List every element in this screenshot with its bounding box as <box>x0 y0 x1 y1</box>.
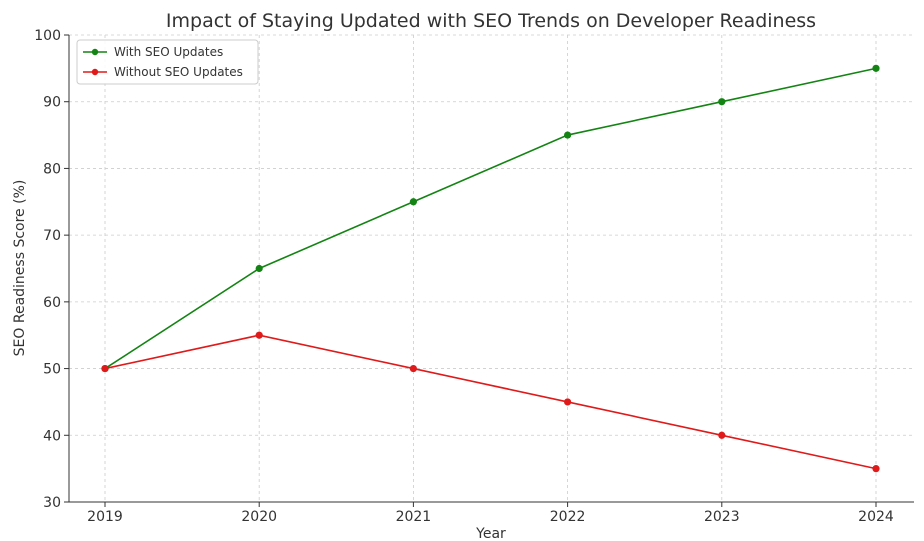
x-tick-label-2023: 2023 <box>704 509 740 525</box>
data-point-with-seo-updates-2020 <box>255 264 263 273</box>
data-point-with-seo-updates-2021 <box>409 198 417 206</box>
x-axis-ticks: 2019 2020 2021 2022 2023 2024 <box>87 502 894 525</box>
x-tick-label-2020: 2020 <box>241 509 277 525</box>
y-tick-label-40: 40 <box>43 428 61 444</box>
y-tick-label-70: 70 <box>43 228 61 244</box>
x-tick-label-2019: 2019 <box>87 509 123 525</box>
grid <box>69 34 914 503</box>
data-point-with-seo-updates-2024 <box>872 64 880 72</box>
y-tick-label-30: 30 <box>43 495 61 511</box>
legend-label-with-seo-updates: With SEO Updates <box>114 45 223 59</box>
series-line-without-seo-updates <box>104 334 877 470</box>
y-tick-label-50: 50 <box>43 362 61 378</box>
legend: With SEO Updates Without SEO Updates <box>76 39 259 85</box>
series-with-seo-updates <box>101 64 880 373</box>
y-tick-label-80: 80 <box>43 161 61 177</box>
x-tick-label-2021: 2021 <box>396 509 432 525</box>
data-point-without-seo-updates-2021 <box>409 364 417 373</box>
data-point-without-seo-updates-2020 <box>255 331 263 339</box>
data-point-with-seo-updates-2023 <box>718 98 726 106</box>
y-tick-label-100: 100 <box>34 28 61 44</box>
chart-title: Impact of Staying Updated with SEO Trend… <box>166 10 816 32</box>
axes <box>68 35 914 503</box>
data-point-without-seo-updates-2023 <box>718 431 726 439</box>
data-point-without-seo-updates-2019 <box>101 364 109 373</box>
series-without-seo-updates <box>101 331 880 473</box>
y-axis-label: SEO Readiness Score (%) <box>12 180 28 357</box>
y-tick-label-90: 90 <box>43 95 61 111</box>
y-tick-label-60: 60 <box>43 295 61 311</box>
series-line-with-seo-updates <box>104 67 877 370</box>
legend-label-without-seo-updates: Without SEO Updates <box>114 65 243 79</box>
series-layer <box>101 64 880 473</box>
x-axis-label: Year <box>475 526 506 541</box>
legend-marker-without-seo-updates <box>91 68 99 76</box>
legend-marker-with-seo-updates <box>91 48 99 56</box>
data-point-with-seo-updates-2022 <box>564 131 572 139</box>
y-axis-ticks: 30 40 50 60 70 80 90 100 <box>34 28 69 511</box>
data-point-without-seo-updates-2024 <box>872 465 880 473</box>
data-point-without-seo-updates-2022 <box>564 398 572 406</box>
x-tick-label-2022: 2022 <box>550 509 586 525</box>
x-tick-label-2024: 2024 <box>858 509 894 525</box>
legend-box <box>76 39 259 85</box>
